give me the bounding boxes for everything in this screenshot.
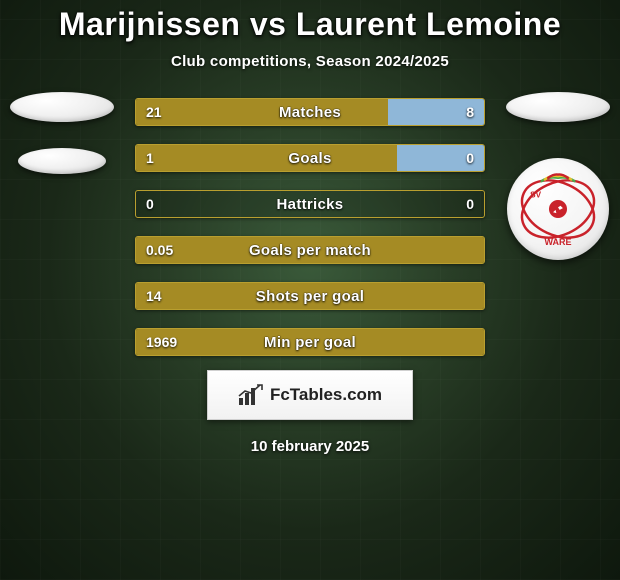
- club-crest-icon: WARE SV: [517, 168, 599, 250]
- right-badge-1: [506, 92, 610, 122]
- stat-bars: Matches218Goals10Hattricks00Goals per ma…: [135, 98, 485, 356]
- stat-bar: Matches21 8: [135, 98, 485, 126]
- stat-value-right: 0: [456, 145, 484, 171]
- svg-text:WARE: WARE: [545, 237, 572, 247]
- left-badge-2: [18, 148, 106, 174]
- left-badge-1: [10, 92, 114, 122]
- stat-value-left: 21: [136, 99, 172, 125]
- stat-bar: Min per goal1969: [135, 328, 485, 356]
- stats-area: WARE SV Matches218Goals10Hattricks00Goal…: [0, 98, 620, 356]
- stat-bar: Shots per goal14: [135, 282, 485, 310]
- left-badges: [10, 92, 114, 174]
- footer-logo-text: FcTables.com: [270, 385, 382, 405]
- stat-label: Hattricks: [136, 191, 484, 217]
- stat-label: Min per goal: [136, 329, 484, 355]
- stat-label: Shots per goal: [136, 283, 484, 309]
- page-title: Marijnissen vs Laurent Lemoine: [59, 6, 561, 43]
- stat-label: Matches: [136, 99, 484, 125]
- footer-logo: FcTables.com: [207, 370, 413, 420]
- stat-bar: Goals1 0: [135, 144, 485, 172]
- stat-value-left: 1: [136, 145, 164, 171]
- stat-bar: Hattricks0 0: [135, 190, 485, 218]
- stat-value-right: [464, 283, 484, 309]
- stat-value-left: 14: [136, 283, 172, 309]
- stat-value-right: 8: [456, 99, 484, 125]
- footer-date: 10 february 2025: [251, 438, 369, 455]
- svg-text:SV: SV: [530, 191, 541, 200]
- subtitle: Club competitions, Season 2024/2025: [171, 53, 449, 70]
- fctables-icon: [238, 384, 264, 406]
- stat-label: Goals: [136, 145, 484, 171]
- right-club-badge: WARE SV: [507, 158, 609, 260]
- stat-label: Goals per match: [136, 237, 484, 263]
- stat-value-right: 0: [456, 191, 484, 217]
- stat-bar: Goals per match0.05: [135, 236, 485, 264]
- stat-value-left: 0.05: [136, 237, 183, 263]
- stat-value-right: [464, 329, 484, 355]
- stat-value-left: 0: [136, 191, 164, 217]
- stat-value-right: [464, 237, 484, 263]
- stat-value-left: 1969: [136, 329, 187, 355]
- right-badges: WARE SV: [506, 92, 610, 260]
